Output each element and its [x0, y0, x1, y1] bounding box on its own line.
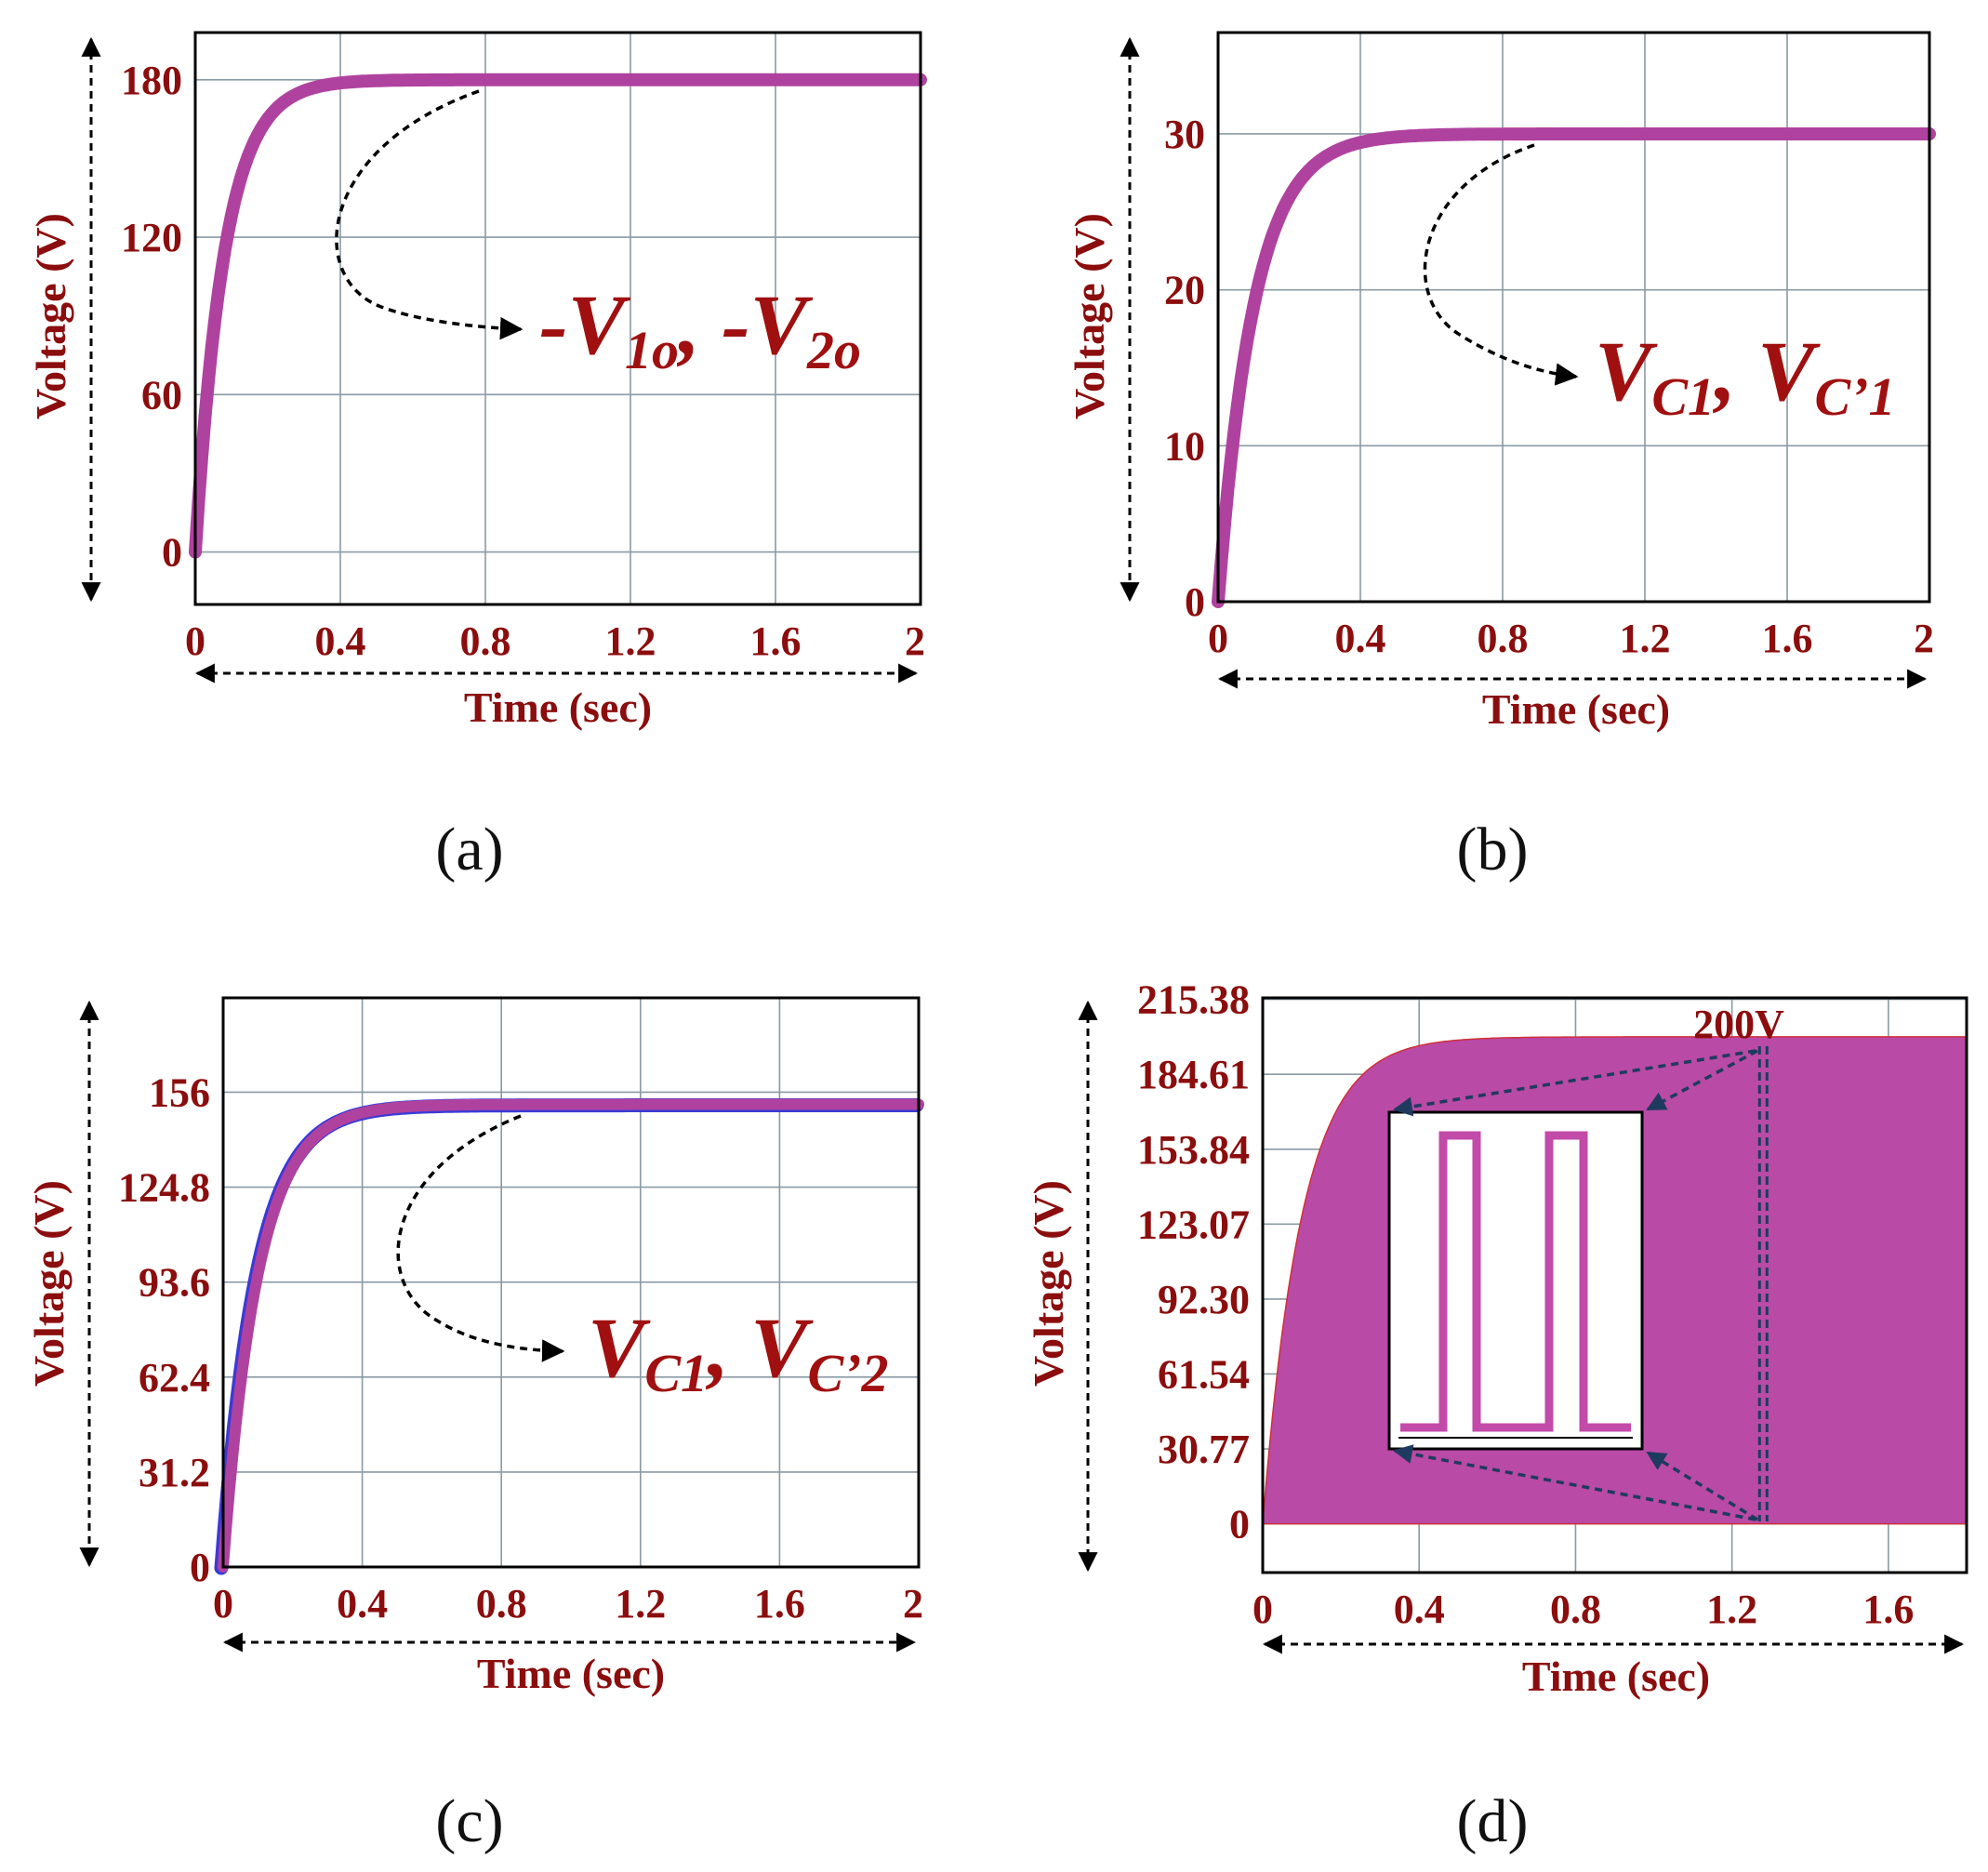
x-tick-label: 1.6: [750, 618, 802, 664]
panel-d-zoom-arrow-1: [1392, 1049, 1756, 1117]
panel-d-marker: 200V: [1392, 1002, 1784, 1521]
y-tick-label: 180: [121, 58, 182, 103]
panel-c-y-tick-labels: 0 31.2 62.4 93.6 124.8 156: [118, 1069, 210, 1590]
x-tick-label: 2: [903, 1581, 923, 1626]
panel-d-marker-label: 200V: [1693, 1002, 1784, 1047]
panel-d: 200V 0 0.4 0.8 1.2 1.6 0 30.77 61.54 92.30 123.0…: [1025, 977, 1968, 1855]
panel-c-annotation: VC1, VC’2: [588, 1300, 888, 1403]
panel-d-inset-pulse-train: [1400, 1131, 1631, 1432]
x-tick-label: 0.4: [337, 1581, 388, 1626]
x-tick-label: 0: [1208, 616, 1228, 661]
panel-a-plot-frame: [195, 33, 921, 604]
panel-d-ylabel: Voltage (V): [1025, 1180, 1072, 1387]
y-tick-label: 93.6: [139, 1260, 210, 1306]
x-tick-label: 1.2: [1706, 1587, 1757, 1632]
panel-b-ylabel: Voltage (V): [1066, 213, 1113, 419]
x-tick-label: 0: [213, 1581, 233, 1626]
panel-a-y-tick-labels: 0 60 120 180: [121, 58, 182, 576]
x-tick-label: 1.6: [1762, 616, 1813, 661]
x-tick-label: 0.8: [476, 1581, 527, 1626]
y-tick-label: 30.77: [1158, 1427, 1250, 1472]
x-tick-label: 2: [1914, 616, 1934, 661]
panel-b-series-line: [1212, 127, 1936, 608]
x-tick-label: 2: [905, 618, 925, 664]
panel-d-x-tick-labels: 0 0.4 0.8 1.2 1.6: [1252, 1587, 1914, 1632]
panel-d-caption: (d): [1457, 1787, 1529, 1855]
panel-b: 0 0.4 0.8 1.2 1.6 2 0 10 20 30 Time (sec) Voltag…: [1066, 31, 1936, 883]
panel-a-x-tick-labels: 0 0.4 0.8 1.2 1.6 2: [185, 618, 925, 664]
y-tick-label: 0: [1229, 1502, 1250, 1547]
y-tick-label: 61.54: [1158, 1351, 1250, 1397]
panel-b-caption: (b): [1457, 816, 1529, 883]
panel-b-x-tick-labels: 0 0.4 0.8 1.2 1.6 2: [1208, 616, 1934, 661]
y-tick-label: 10: [1164, 423, 1205, 469]
panel-c-series-line: [218, 1098, 924, 1573]
x-tick-label: 0: [1252, 1587, 1273, 1632]
panel-c-ylabel: Voltage (V): [25, 1180, 73, 1387]
panel-a-annotation-arrow: [335, 89, 524, 340]
panel-a-annotation: -V1o, -V2o: [539, 277, 861, 380]
x-tick-label: 0.4: [1335, 616, 1386, 661]
panel-b-xlabel: Time (sec): [1482, 685, 1670, 733]
y-tick-label: 124.8: [118, 1165, 210, 1211]
y-tick-label: 184.61: [1137, 1052, 1250, 1097]
panel-d-inset: [1387, 1110, 1644, 1451]
panel-a-series-line: [189, 73, 927, 559]
y-tick-label: 123.07: [1137, 1202, 1250, 1247]
panel-a: 0 0.4 0.8 1.2 1.6 2 0 60 120 180 Time (sec) Volt…: [27, 31, 927, 883]
panel-b-y-tick-labels: 0 10 20 30: [1164, 112, 1205, 625]
y-tick-label: 0: [1185, 579, 1205, 625]
y-tick-label: 153.84: [1137, 1127, 1250, 1173]
panel-a-caption: (a): [435, 816, 503, 883]
panel-c-annotation-arrow: [396, 1114, 565, 1362]
x-tick-label: 0.8: [1478, 616, 1529, 661]
panel-d-y-tick-labels: 0 30.77 61.54 92.30 123.07 153.84 184.61 215.38: [1137, 977, 1250, 1547]
panel-d-xlabel: Time (sec): [1522, 1653, 1710, 1700]
x-tick-label: 0.8: [460, 618, 511, 664]
panel-a-ylabel: Voltage (V): [27, 213, 74, 419]
panel-d-zoom-arrow-3: [1392, 1444, 1756, 1521]
panel-a-grid: [195, 33, 921, 604]
y-tick-label: 92.30: [1158, 1277, 1250, 1322]
y-tick-label: 156: [149, 1069, 210, 1115]
panel-a-xlabel: Time (sec): [464, 684, 652, 731]
y-tick-label: 31.2: [139, 1450, 210, 1495]
x-tick-label: 1.6: [754, 1581, 805, 1626]
panel-c-x-tick-labels: 0 0.4 0.8 1.2 1.6 2: [213, 1581, 923, 1626]
panel-c: 0 0.4 0.8 1.2 1.6 2 0 31.2 62.4 93.6 124.8 156 Tim…: [25, 996, 924, 1855]
x-tick-label: 1.2: [1620, 616, 1671, 661]
panel-b-plot-frame: [1218, 33, 1929, 602]
y-tick-label: 20: [1164, 268, 1205, 313]
x-tick-label: 1.6: [1862, 1587, 1914, 1632]
panel-b-annotation-arrow: [1423, 143, 1579, 386]
x-tick-label: 0.4: [1394, 1587, 1445, 1632]
panel-c-caption: (c): [435, 1787, 503, 1855]
y-tick-label: 215.38: [1137, 977, 1250, 1023]
panel-c-xlabel: Time (sec): [477, 1650, 665, 1697]
x-tick-label: 0: [185, 618, 205, 664]
y-tick-label: 30: [1164, 112, 1205, 157]
y-tick-label: 0: [190, 1545, 210, 1590]
x-tick-label: 1.2: [605, 618, 656, 664]
panel-b-annotation: VC1, VC’1: [1595, 324, 1895, 427]
panel-d-inset-frame: [1387, 1110, 1644, 1451]
y-tick-label: 0: [162, 530, 182, 576]
x-tick-label: 0.8: [1550, 1587, 1601, 1632]
panel-d-zoom-arrow-4: [1646, 1451, 1758, 1521]
x-tick-label: 1.2: [615, 1581, 666, 1626]
y-tick-label: 60: [141, 372, 182, 418]
y-tick-label: 62.4: [139, 1355, 210, 1401]
x-tick-label: 0.4: [315, 618, 366, 664]
y-tick-label: 120: [121, 215, 182, 260]
